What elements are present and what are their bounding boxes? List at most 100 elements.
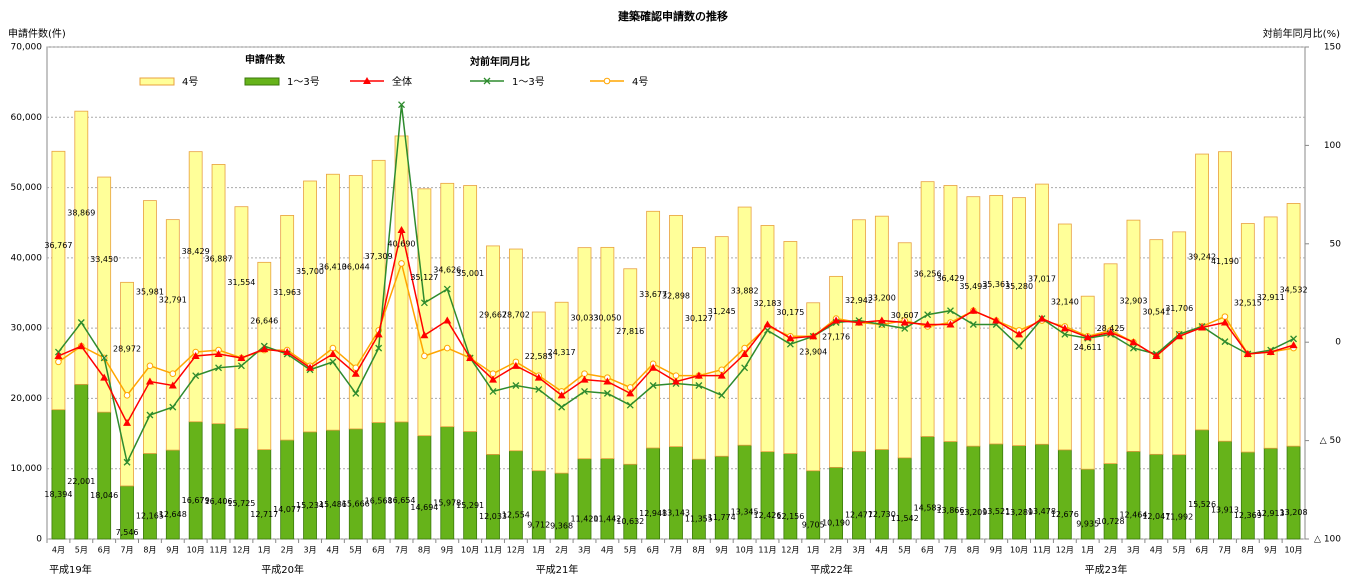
- value-label: 24,317: [548, 348, 576, 357]
- x-tick-label: 7月: [669, 546, 682, 555]
- marker: [1015, 330, 1024, 338]
- bar: [417, 188, 432, 437]
- marker: [603, 389, 611, 397]
- y-tick-label: 70,000: [11, 43, 43, 53]
- value-label: 14,077: [273, 505, 301, 514]
- marker: [1175, 332, 1184, 340]
- marker: [717, 371, 726, 379]
- marker: [1083, 333, 1092, 341]
- x-group-label: 平成23年: [1085, 563, 1128, 576]
- y2-tick-label: 50: [1330, 239, 1342, 249]
- bar: [486, 454, 500, 540]
- marker: [1015, 342, 1023, 350]
- marker: [511, 361, 520, 369]
- x-tick-label: 6月: [647, 546, 660, 555]
- legend-swatch: [244, 77, 280, 86]
- chart-title: 建築確認申請数の推移: [618, 9, 728, 23]
- marker: [626, 401, 634, 409]
- x-tick-label: 8月: [967, 546, 980, 555]
- value-label: 35,981: [136, 288, 164, 297]
- x-tick-label: 4月: [875, 546, 888, 555]
- value-label: 12,913: [1257, 509, 1285, 518]
- marker: [329, 358, 337, 366]
- value-label: 30,175: [776, 308, 804, 317]
- value-label: 39,242: [1188, 252, 1216, 261]
- marker: [146, 362, 154, 370]
- x-tick-label: 12月: [1056, 546, 1074, 555]
- y-tick-label: 20,000: [11, 394, 43, 404]
- bar: [74, 383, 89, 540]
- marker: [1060, 324, 1069, 332]
- marker: [398, 101, 405, 109]
- bar: [143, 453, 157, 540]
- x-tick-label: 4月: [52, 546, 65, 555]
- marker: [786, 340, 794, 348]
- marker: [557, 391, 566, 399]
- x-tick-label: 11月: [1033, 546, 1051, 555]
- bar: [829, 275, 844, 468]
- marker: [603, 377, 612, 385]
- x-tick-label: 6月: [921, 546, 934, 555]
- marker: [718, 391, 726, 399]
- value-label: 31,245: [708, 307, 736, 316]
- y2-tick-label: 0: [1335, 338, 1341, 348]
- bar: [440, 182, 455, 428]
- bar: [1172, 454, 1187, 540]
- value-label: 41,190: [1211, 257, 1239, 266]
- bar: [943, 185, 958, 442]
- bar: [669, 446, 683, 540]
- bar: [897, 242, 912, 459]
- marker: [535, 385, 543, 393]
- value-label: 11,420: [571, 514, 599, 523]
- y-tick-label: 50,000: [11, 183, 43, 193]
- value-label: 10,632: [616, 517, 644, 526]
- y2-tick-label: △ 100: [1314, 535, 1341, 545]
- x-tick-label: 9月: [990, 546, 1003, 555]
- bar: [1080, 295, 1095, 470]
- y-tick-label: 60,000: [11, 113, 43, 123]
- x-tick-label: 5月: [624, 546, 637, 555]
- y2-tick-label: △ 50: [1320, 436, 1342, 446]
- value-label: 10,190: [822, 519, 850, 528]
- marker: [581, 387, 588, 395]
- value-label: 9,705: [802, 520, 825, 529]
- x-tick-label: 7月: [395, 546, 408, 555]
- value-label: 29,667: [479, 311, 507, 320]
- x-tick-label: 12月: [781, 546, 799, 555]
- value-label: 31,706: [1165, 304, 1193, 313]
- x-tick-label: 7月: [944, 546, 957, 555]
- marker: [421, 352, 428, 360]
- bar: [1126, 219, 1141, 452]
- marker: [923, 320, 932, 328]
- value-label: 38,429: [182, 247, 210, 256]
- value-label: 34,626: [433, 266, 461, 275]
- bar: [165, 449, 180, 540]
- bar: [508, 450, 523, 540]
- x-tick-label: 3月: [852, 546, 865, 555]
- legend-title: 対前年同月比: [469, 55, 530, 68]
- bar: [1240, 223, 1255, 453]
- value-label: 36,767: [44, 241, 72, 250]
- x-tick-label: 4月: [326, 546, 339, 555]
- x-tick-label: 8月: [1241, 546, 1254, 555]
- marker: [603, 77, 611, 85]
- value-label: 35,127: [410, 273, 438, 282]
- marker: [1220, 318, 1229, 326]
- bar: [486, 245, 500, 455]
- value-label: 38,869: [67, 208, 95, 217]
- marker: [854, 318, 863, 326]
- bar: [463, 431, 478, 540]
- x-tick-label: 9月: [441, 546, 454, 555]
- value-label: 32,140: [1051, 297, 1079, 306]
- bar: [280, 439, 295, 540]
- value-label: 37,309: [365, 252, 393, 261]
- value-label: 32,911: [1257, 293, 1285, 302]
- x-tick-label: 4月: [1150, 546, 1163, 555]
- marker: [192, 372, 200, 380]
- x-tick-label: 11月: [758, 546, 776, 555]
- marker: [1289, 341, 1298, 349]
- bar: [920, 181, 935, 437]
- marker: [215, 364, 223, 372]
- bar: [897, 457, 912, 540]
- value-label: 10,728: [1097, 517, 1125, 526]
